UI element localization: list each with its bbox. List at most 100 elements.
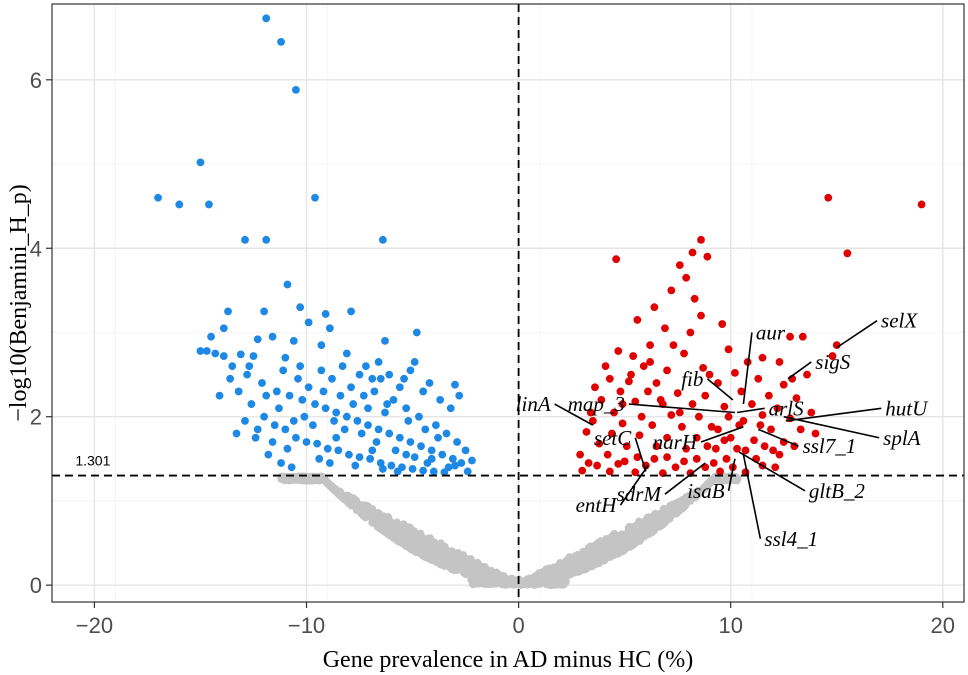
annotation-connector — [787, 361, 812, 380]
enriched-point — [714, 425, 722, 434]
depleted-point — [342, 412, 351, 421]
enriched-point — [618, 419, 627, 428]
x-tick-label: 0 — [512, 613, 524, 638]
y-tick-label: 4 — [30, 236, 42, 261]
depleted-point — [421, 425, 430, 434]
enriched-point — [633, 315, 642, 324]
depleted-point — [366, 454, 375, 463]
gene-label-gltB_2: gltB_2 — [809, 479, 865, 503]
enriched-point — [595, 439, 604, 448]
depleted-point — [270, 421, 279, 430]
threshold-label: 1.301 — [75, 453, 110, 469]
annotation-connector — [783, 415, 880, 439]
enriched-point — [644, 387, 652, 396]
ns-point — [430, 538, 439, 547]
depleted-point — [406, 438, 415, 446]
enriched-point — [760, 442, 769, 451]
depleted-point — [281, 353, 290, 362]
enriched-point — [620, 457, 629, 466]
enriched-point — [639, 362, 648, 371]
depleted-point — [404, 417, 413, 425]
x-tick-label: 10 — [718, 613, 742, 638]
gene-label-ssl7_1: ssl7_1 — [803, 434, 857, 458]
enriched-point — [576, 450, 585, 459]
ns-point — [502, 579, 511, 588]
enriched-point — [637, 412, 646, 421]
depleted-point — [347, 383, 355, 392]
ns-point — [642, 516, 650, 525]
depleted-point — [427, 446, 436, 455]
enriched-point — [631, 468, 640, 477]
y-tick-label: 2 — [30, 405, 42, 430]
annotation-connector — [706, 378, 734, 401]
depleted-point — [262, 235, 271, 244]
annotation-connector — [700, 426, 744, 443]
enriched-point — [582, 427, 591, 436]
ns-point — [654, 510, 663, 519]
gene-label-ssl4_1: ssl4_1 — [764, 527, 818, 551]
depleted-point — [419, 466, 428, 475]
enriched-point — [828, 352, 837, 360]
depleted-point — [272, 387, 281, 396]
gene-label-selX: selX — [881, 309, 918, 333]
depleted-point — [154, 193, 162, 202]
enriched-point — [769, 446, 778, 455]
depleted-point — [451, 461, 459, 470]
ns-point — [386, 531, 395, 540]
depleted-point — [321, 404, 330, 413]
ns-point — [579, 561, 588, 569]
depleted-point — [332, 408, 341, 417]
enriched-point — [652, 442, 661, 451]
depleted-point — [294, 374, 302, 383]
depleted-point — [345, 450, 353, 459]
annotation-connector — [664, 462, 706, 495]
ns-point — [672, 503, 681, 512]
enriched-point — [803, 370, 811, 379]
depleted-point — [325, 459, 334, 467]
depleted-point — [351, 461, 360, 470]
depleted-point — [438, 450, 447, 459]
enriched-point — [701, 391, 710, 400]
ns-point — [422, 550, 431, 559]
ns-point — [687, 494, 695, 503]
depleted-point — [311, 193, 319, 202]
depleted-point — [378, 235, 387, 244]
enriched-point — [663, 453, 671, 462]
depleted-point — [311, 400, 319, 408]
y-tick-label: 6 — [30, 68, 42, 93]
depleted-point — [383, 400, 392, 408]
depleted-point — [232, 429, 241, 438]
depleted-point — [338, 362, 347, 371]
depleted-point — [175, 200, 184, 209]
depleted-point — [243, 370, 252, 379]
enriched-point — [796, 425, 805, 434]
ns-point — [571, 552, 580, 561]
gene-label-splA: splA — [883, 426, 921, 450]
depleted-point — [289, 417, 298, 425]
enriched-point — [603, 450, 612, 459]
depleted-point — [444, 463, 453, 472]
enriched-point — [663, 433, 671, 442]
ns-point — [482, 566, 491, 575]
depleted-point — [442, 429, 451, 438]
enriched-point — [775, 358, 784, 366]
ns-point — [377, 519, 385, 528]
ns-point — [582, 554, 590, 563]
enriched-point — [601, 362, 610, 371]
depleted-point — [298, 395, 307, 404]
enriched-point — [578, 466, 587, 475]
depleted-point — [236, 350, 245, 359]
depleted-point — [275, 404, 283, 413]
enriched-point — [650, 303, 659, 312]
enriched-point — [824, 193, 833, 202]
gene-annotations: aur selX sigS fib linA map_3 arlS hutU setC narH s… — [516, 309, 929, 551]
depleted-point — [412, 328, 421, 337]
depleted-point — [342, 349, 351, 358]
enriched-point — [614, 347, 623, 355]
depleted-point — [219, 324, 228, 333]
depleted-point — [283, 280, 292, 289]
ns-point — [568, 558, 577, 567]
depleted-point — [410, 453, 419, 462]
annotation-connector — [736, 407, 765, 414]
depleted-point — [287, 463, 296, 472]
